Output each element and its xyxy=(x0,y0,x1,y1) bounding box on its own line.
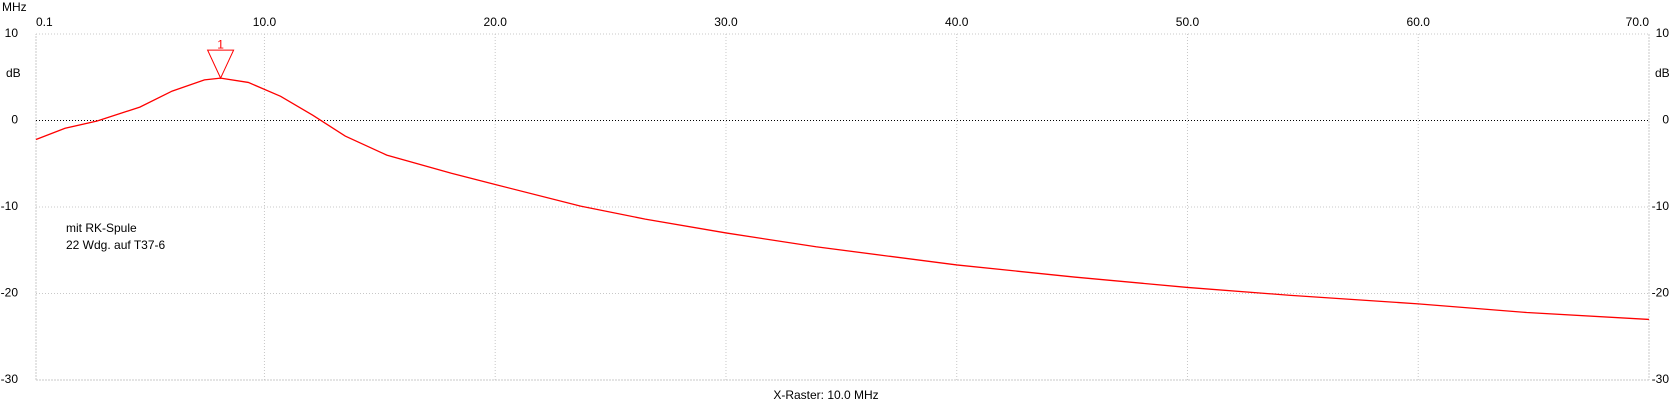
y-tick-label-right: -20 xyxy=(1652,286,1670,300)
x-tick-label: 50.0 xyxy=(1176,15,1200,29)
x-tick-label: 20.0 xyxy=(484,15,508,29)
y-tick-label-right: -10 xyxy=(1652,199,1670,213)
x-tick-label: 10.0 xyxy=(253,15,277,29)
annotation: 22 Wdg. auf T37-6 xyxy=(66,238,165,252)
y-tick-label: -10 xyxy=(1,199,19,213)
y-tick-label: 10 xyxy=(5,26,19,40)
y-tick-label: -30 xyxy=(1,372,19,386)
x-unit: MHz xyxy=(2,0,27,14)
y-unit: dB xyxy=(6,66,21,80)
trace xyxy=(35,77,1650,321)
y-tick-label: -20 xyxy=(1,286,19,300)
x-tick-label: 60.0 xyxy=(1407,15,1431,29)
y-tick-label: 0 xyxy=(11,113,18,127)
footer: X-Raster: 10.0 MHz xyxy=(773,388,878,402)
annotation: mit RK-Spule xyxy=(66,221,137,235)
y-tick-label-right: -30 xyxy=(1652,372,1670,386)
x-tick-label: 40.0 xyxy=(945,15,969,29)
x-tick-label: 0.1 xyxy=(36,15,53,29)
x-tick-label: 30.0 xyxy=(714,15,738,29)
y-tick-label-right: 0 xyxy=(1662,113,1669,127)
y-unit-right: dB xyxy=(1655,66,1670,80)
marker-label: 1 xyxy=(217,37,224,51)
x-tick-label: 70.0 xyxy=(1626,15,1650,29)
y-tick-label-right: 10 xyxy=(1656,26,1670,40)
marker xyxy=(206,49,235,80)
